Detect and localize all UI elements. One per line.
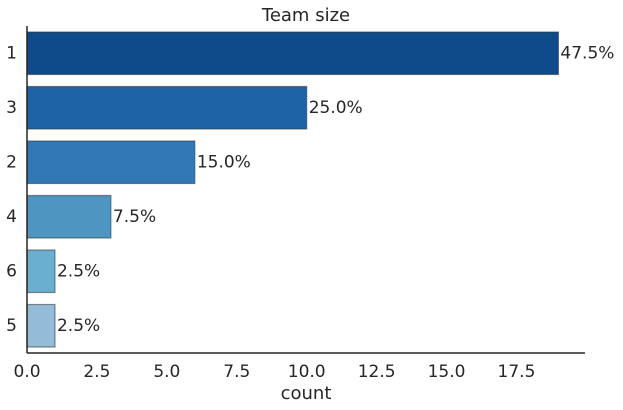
x-tick-label: 7.5 (223, 362, 250, 382)
bar-2 (26, 140, 196, 185)
y-tick-label-5: 5 (6, 316, 17, 336)
x-tick-label: 12.5 (358, 362, 396, 382)
x-tick-label: 17.5 (498, 362, 536, 382)
bar-1 (26, 31, 560, 76)
x-tick-label: 2.5 (83, 362, 110, 382)
y-tick-label-3: 3 (6, 98, 17, 118)
x-tick-labels: 0.0 2.5 5.0 7.5 10.0 12.5 15.0 17.5 (13, 362, 535, 382)
x-tick-label: 15.0 (428, 362, 466, 382)
y-tick-label-1: 1 (6, 43, 17, 63)
data-label-5: 2.5% (57, 316, 100, 336)
x-axis-label: count (281, 383, 332, 404)
x-tick-label: 10.0 (288, 362, 326, 382)
y-tick-label-4: 4 (6, 207, 17, 227)
y-tick-label-6: 6 (6, 261, 17, 281)
x-tick-label: 5.0 (153, 362, 180, 382)
bar-5 (26, 303, 56, 348)
chart-title: Team size (261, 5, 350, 26)
data-label-3: 25.0% (309, 98, 363, 118)
y-tick-label-2: 2 (6, 152, 17, 172)
bar-6 (26, 249, 56, 294)
data-label-1: 47.5% (560, 43, 614, 63)
bar-4 (26, 194, 112, 239)
data-label-2: 15.0% (197, 152, 251, 172)
data-label-4: 7.5% (113, 207, 156, 227)
bar-3 (26, 85, 308, 130)
data-label-6: 2.5% (57, 261, 100, 281)
data-labels-group: 47.5% 25.0% 15.0% 7.5% 2.5% 2.5% (57, 43, 614, 336)
x-tick-label: 0.0 (13, 362, 40, 382)
y-tick-labels: 1 3 2 4 6 5 (6, 43, 17, 336)
bars-group (26, 31, 560, 348)
